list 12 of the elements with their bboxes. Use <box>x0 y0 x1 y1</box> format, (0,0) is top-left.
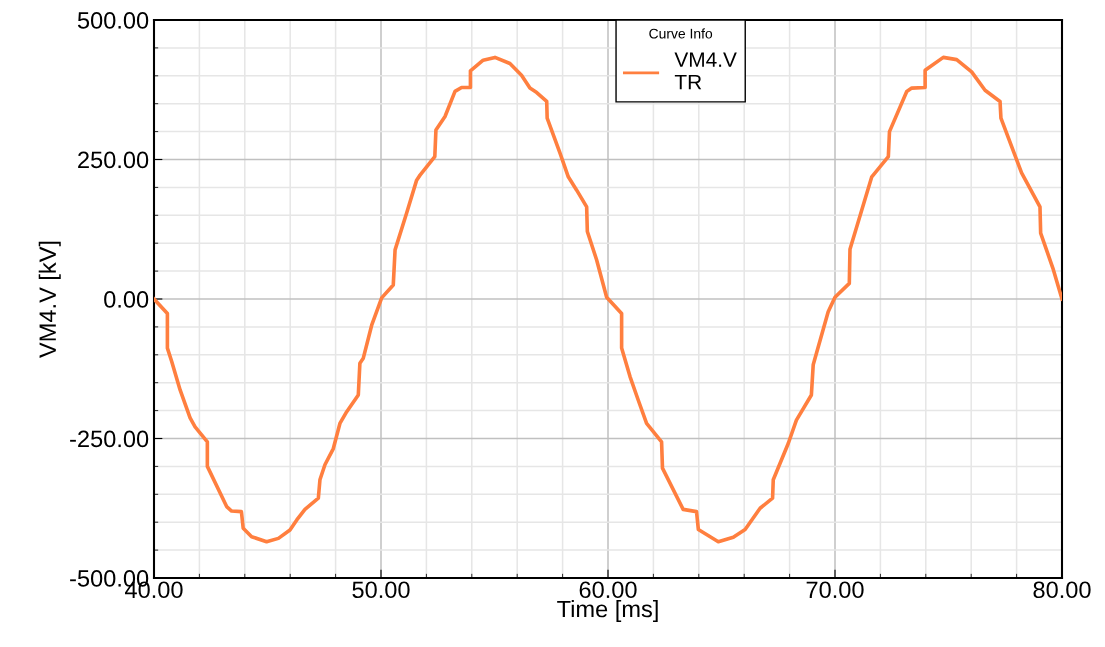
x-tick-label: 80.00 <box>1033 581 1091 599</box>
y-tick-label: 250.00 <box>78 151 149 169</box>
x-axis-title: Time [ms] <box>557 600 658 623</box>
y-tick-label: 500.00 <box>77 12 149 29</box>
x-tick-label: 60.00 <box>579 581 637 599</box>
x-tick-label: 50.00 <box>352 581 410 599</box>
y-tick-label: 0.00 <box>104 291 149 308</box>
y-axis-title: VM4.V [kV] <box>38 241 61 358</box>
legend-title: Curve Info <box>649 28 713 39</box>
x-tick-label: 70.00 <box>806 581 864 599</box>
y-tick-label: -250.00 <box>70 430 149 448</box>
legend-label: VM4.V TR <box>674 52 737 90</box>
